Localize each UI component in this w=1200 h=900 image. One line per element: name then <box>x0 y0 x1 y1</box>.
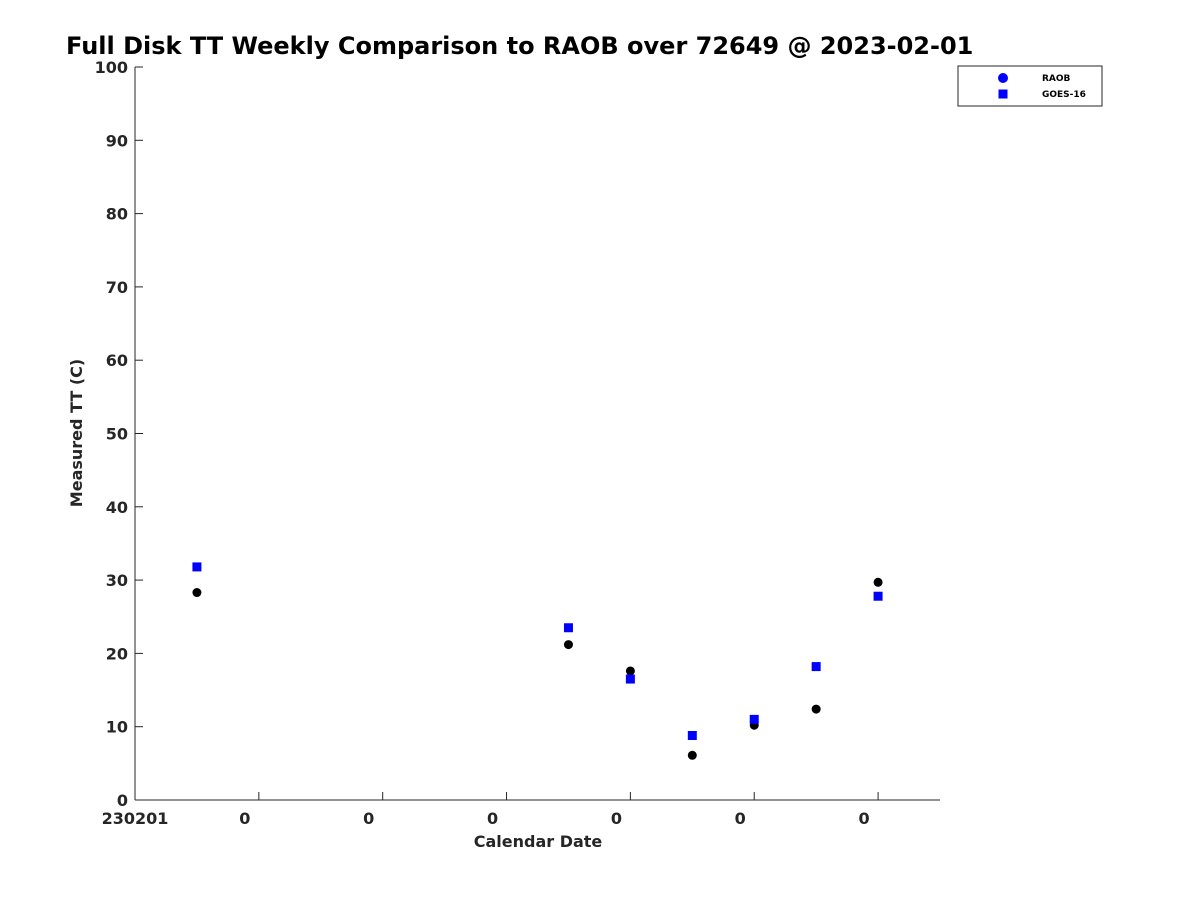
x-tick-label: 0 <box>735 809 746 828</box>
axes <box>134 67 940 801</box>
point-raob <box>192 588 202 598</box>
point-goes-16 <box>873 591 883 601</box>
point-raob <box>811 704 821 714</box>
y-axis-label: Measured TT (C) <box>67 359 86 507</box>
y-tick-label: 40 <box>106 498 128 517</box>
x-ticks: 230201 0 0 0 0 0 0 <box>102 792 879 828</box>
point-goes-16 <box>811 662 821 672</box>
y-tick-label: 90 <box>106 131 128 150</box>
legend-marker-goes16 <box>998 89 1008 99</box>
x-axis-label: Calendar Date <box>474 832 603 851</box>
y-tick-label: 70 <box>106 278 128 297</box>
legend-label-goes16: GOES-16 <box>1042 90 1086 100</box>
y-tick-label: 30 <box>106 571 128 590</box>
y-ticks: 0 10 20 30 40 50 60 70 80 90 100 <box>95 58 143 810</box>
y-tick-label: 10 <box>106 718 128 737</box>
x-tick-label: 0 <box>487 809 498 828</box>
x-tick-label: 0 <box>611 809 622 828</box>
x-tick-label: 0 <box>363 809 374 828</box>
legend-marker-raob <box>998 73 1008 83</box>
y-tick-label: 80 <box>106 205 128 224</box>
legend-box <box>957 65 1103 107</box>
point-goes-16 <box>625 674 635 684</box>
y-tick-label: 0 <box>117 791 128 810</box>
data-points <box>192 562 883 760</box>
point-raob <box>563 640 573 650</box>
chart-title: Full Disk TT Weekly Comparison to RAOB o… <box>66 32 973 60</box>
point-goes-16 <box>687 730 697 740</box>
point-raob <box>625 666 635 676</box>
point-goes-16 <box>563 623 573 633</box>
point-goes-16 <box>192 562 202 572</box>
x-tick-label: 230201 <box>102 809 169 828</box>
y-tick-label: 100 <box>95 58 128 77</box>
x-tick-label: 0 <box>239 809 250 828</box>
point-goes-16 <box>749 714 759 724</box>
x-tick-label: 0 <box>859 809 870 828</box>
y-tick-label: 20 <box>106 644 128 663</box>
y-tick-label: 60 <box>106 351 128 370</box>
legend: RAOB GOES-16 <box>957 65 1103 107</box>
point-raob <box>873 577 883 587</box>
y-tick-label: 50 <box>106 425 128 444</box>
legend-label-raob: RAOB <box>1042 74 1071 84</box>
point-raob <box>687 750 697 760</box>
